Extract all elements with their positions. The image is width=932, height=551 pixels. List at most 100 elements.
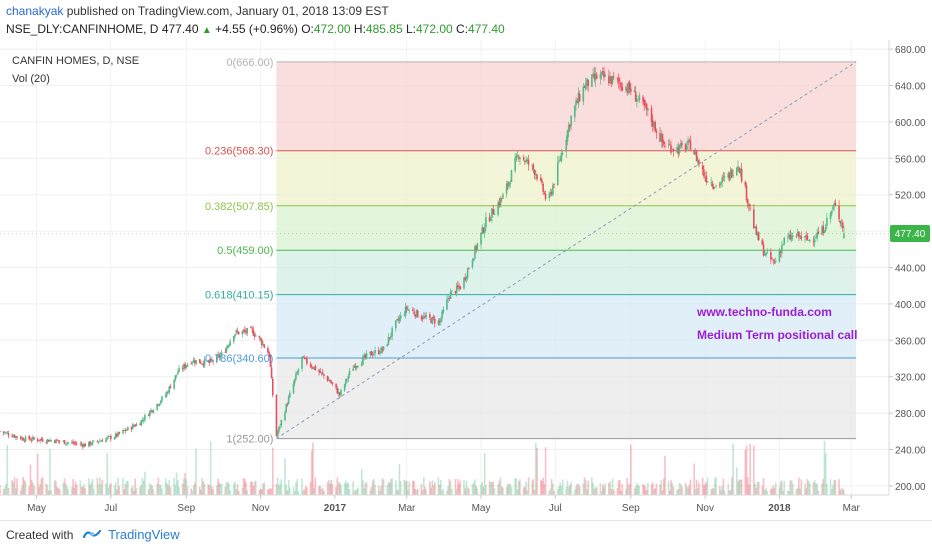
fib-level-label: 0(666.00) [226,57,273,69]
candle-body [159,401,162,404]
volume-bar [505,486,508,495]
candle-body [258,335,261,338]
volume-bar [369,490,372,495]
fib-zone [276,205,857,251]
candle-body [492,209,495,215]
volume-bar [610,488,613,495]
volume-bar [64,483,67,495]
candle-body [833,203,835,207]
candle-body [168,386,171,393]
candle-body [812,241,815,242]
candle-body [535,173,537,176]
volume-bar [532,479,535,495]
price-chart[interactable]: 0(666.00) 0.236(568.30) 0.382(507.85) 0.5(4… [0,40,932,520]
volume-bar [611,478,614,495]
candle-body [471,260,474,268]
candle-body [806,235,809,240]
candle-body [738,167,741,173]
volume-bar [200,489,202,495]
volume-bar [38,486,40,495]
candle-body [15,436,17,438]
volume-bar [67,489,69,495]
volume-bar [449,480,452,495]
volume-bar [576,483,579,495]
volume-bar [791,483,794,495]
author-link[interactable]: chanakyak [6,4,64,18]
volume-bar [533,489,536,495]
volume-bar [387,482,390,495]
volume-bar [54,480,56,495]
last-price: 477.40 [161,22,199,36]
candle-body [421,317,424,320]
candle-body [681,142,683,145]
candle-body [782,244,784,245]
volume-bar [498,480,501,495]
volume-bar [202,481,205,495]
volume-bar [286,490,289,495]
volume-bar [250,481,252,495]
volume-bar [125,480,128,495]
candle-body [331,382,334,384]
up-arrow-icon: ▲ [201,25,212,36]
volume-bar [147,488,150,495]
volume-bar [194,482,196,495]
time-axis[interactable]: May Jul Sep Nov 2017 Mar May Jul Sep Nov 2018 Mar [27,495,861,514]
volume-bar [497,484,499,495]
volume-bar [822,479,825,495]
close-label: C: [456,22,469,36]
volume-bar [72,479,74,495]
volume-bar [425,489,428,495]
volume-bar [259,488,262,495]
fibonacci-zones [276,61,857,439]
candle-body [336,388,339,394]
candle-body [481,227,484,234]
candle-body [497,202,499,215]
candle-body [284,412,286,421]
candle-body [625,87,627,91]
volume-bar [790,480,793,495]
candle-body [749,207,751,209]
candle-body [380,347,382,354]
candle-body [167,391,169,393]
volume-bar [442,488,445,495]
candle-body [110,435,112,440]
open-label: O: [301,22,314,36]
volume-bar [329,483,331,495]
candle-body [630,88,632,92]
volume-bar [139,486,141,495]
volume-bar [91,478,94,495]
candle-body [252,329,255,336]
candle-body [459,286,462,290]
volume-bar [809,483,811,495]
volume-bar [805,488,807,495]
candle-body [306,357,308,364]
candle-body [832,206,834,210]
volume-bar [535,442,537,495]
candle-body [207,360,210,362]
volume-bar [677,489,680,495]
volume-bar [142,480,145,495]
price-axis[interactable]: 680.00640.00600.00560.00520.00480.00440.… [889,45,926,493]
volume-bar [489,482,492,495]
time-tick-label: Nov [696,503,714,514]
volume-bar [218,482,221,495]
volume-bar [508,483,510,495]
candle-body [67,442,69,444]
volume-bar [482,487,485,495]
candle-body [697,159,699,163]
candle-body [611,75,614,83]
candle-body [234,334,236,337]
candle-body [24,436,27,442]
candle-body [228,344,230,347]
volume-bar [553,490,555,495]
volume-bar [157,477,160,495]
volume-bar [566,480,569,495]
candle-body [566,130,569,142]
volume-bar [41,477,44,495]
candle-body [662,141,665,145]
candle-body [312,367,314,369]
volume-bar [101,479,104,495]
candle-body [215,355,218,363]
tradingview-brand-link[interactable]: TradingView [108,527,180,542]
volume-bar [373,479,375,495]
